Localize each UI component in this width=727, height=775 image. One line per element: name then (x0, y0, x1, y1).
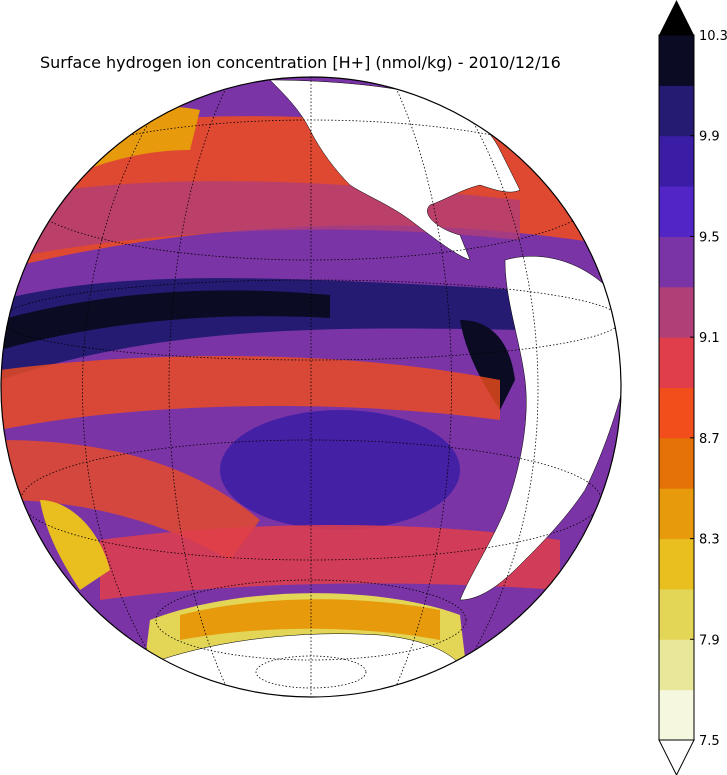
colorbar-swatch (659, 437, 694, 489)
colorbar-swatch (659, 35, 694, 86)
colorbar-swatch (659, 689, 694, 741)
colorbar-swatch (659, 85, 694, 137)
colorbar-extend-high (659, 0, 694, 35)
colorbar-swatch (659, 387, 694, 439)
colorbar-swatch (659, 488, 694, 540)
colorbar-swatch (659, 538, 694, 590)
colorbar-swatch (659, 286, 694, 338)
colorbar-tick-label: 7.5 (699, 734, 720, 749)
colorbar-swatch (659, 135, 694, 187)
colorbar-swatch (659, 186, 694, 237)
colorbar-swatch (659, 639, 694, 691)
colorbar-tick-label: 9.5 (699, 230, 720, 245)
colorbar-swatch (659, 588, 694, 640)
colorbar-frame (658, 34, 695, 741)
colorbar-swatch (659, 337, 694, 388)
globe-outline (0, 76, 622, 698)
colorbar-tick-label: 10.3 (699, 29, 727, 44)
colorbar-swatch (659, 236, 694, 288)
colorbar-ticks: 10.3 9.9 9.5 9.1 8.7 8.3 7.9 7.5 (690, 29, 727, 749)
land-south-america (459, 256, 621, 601)
colorbar-tick-label: 7.9 (699, 633, 720, 648)
colorbar-extend-low (658, 739, 695, 775)
colorbar-tick-label: 9.1 (699, 331, 720, 346)
colorbar-tick-label: 8.3 (699, 533, 720, 548)
colorbar-tick-label: 8.7 (699, 432, 720, 447)
colorbar-tick-label: 9.9 (699, 130, 720, 145)
globe-map (0, 76, 622, 698)
colorbar-swatches (659, 35, 694, 741)
map-title: Surface hydrogen ion concentration [H+] … (40, 53, 561, 72)
ocean-field (1, 77, 621, 697)
